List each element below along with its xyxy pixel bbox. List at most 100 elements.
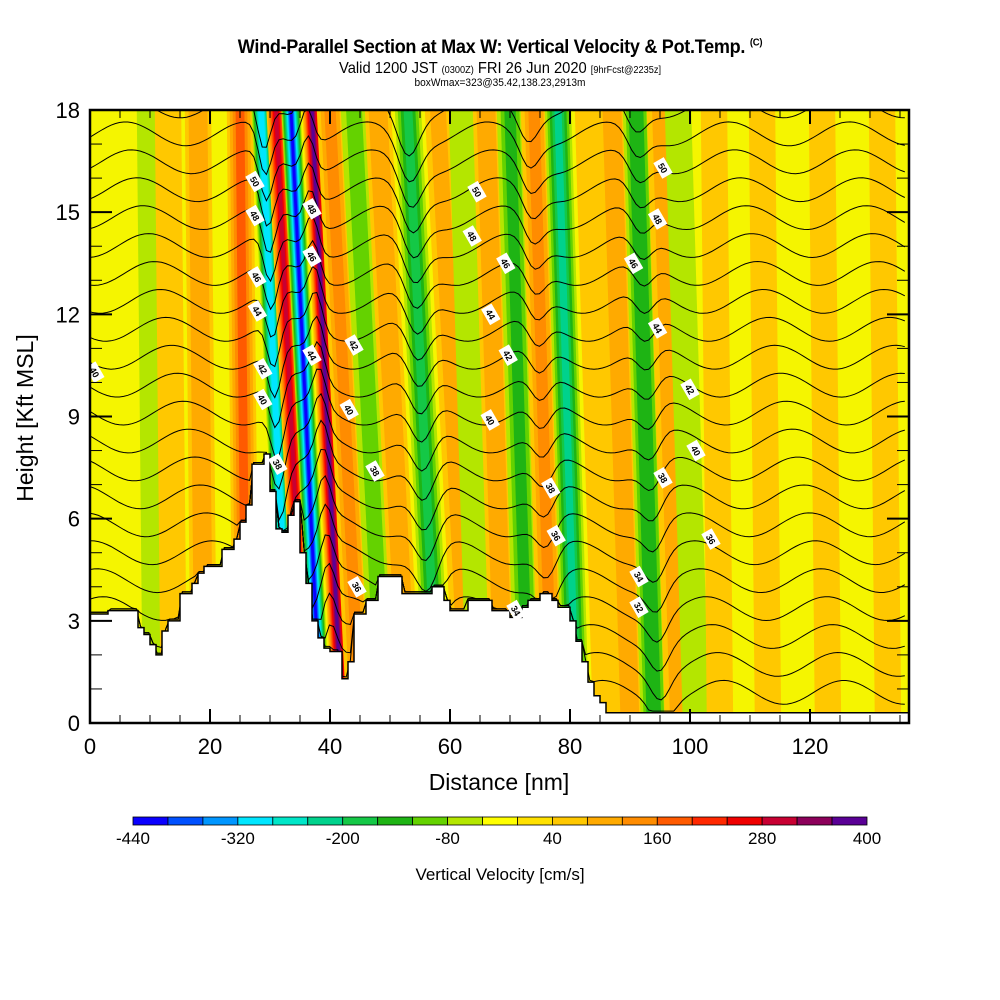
colorbar-segment — [202, 816, 239, 826]
contour-label-bg — [302, 198, 322, 220]
contour-label-bg — [496, 252, 516, 275]
chart-title: Wind-Parallel Section at Max W: Vertical… — [25, 37, 975, 59]
contour-label-text: 48 — [650, 212, 664, 226]
x-tick-label: 40 — [318, 734, 342, 759]
contour-label-bg — [245, 170, 265, 193]
contour-label: 48 — [302, 198, 322, 220]
colorbar-title: Vertical Velocity [cm/s] — [415, 865, 584, 884]
y-tick-labels: 0 3 6 9 12 15 18 — [56, 98, 80, 736]
contour-label: 46 — [623, 252, 644, 275]
contour-label: 40 — [253, 388, 273, 411]
contour-label: 46 — [496, 252, 516, 275]
contour-label-text: 40 — [689, 444, 703, 458]
valid-date: FRI 26 Jun 2020 — [477, 60, 587, 77]
x-axis-title: Distance [nm] — [429, 769, 570, 795]
contour-label-bg — [653, 157, 673, 179]
contour-label: 44 — [481, 303, 501, 326]
contour-label-text: 32 — [632, 601, 646, 615]
valid-prefix: Valid 1200 JST — [339, 60, 438, 77]
velocity-band — [670, 110, 704, 723]
colorbar-segment — [482, 816, 518, 826]
contour-label-bg — [647, 317, 668, 339]
contour-label-text: 46 — [626, 257, 640, 271]
contour-label-bg — [701, 528, 721, 550]
colorbar-tick-label: -440 — [116, 829, 150, 848]
velocity-band — [448, 110, 494, 723]
velocity-band — [403, 110, 443, 723]
colorbar-tick-label: 160 — [643, 829, 671, 848]
contour-label-bg — [247, 300, 268, 322]
contour-label-bg — [686, 439, 706, 462]
contour-label: 34 — [629, 565, 649, 588]
colorbar-segment — [796, 816, 833, 826]
theta-contour-52 — [155, 110, 905, 157]
contour-label: 50 — [467, 180, 487, 203]
theta-contour-42 — [90, 340, 905, 429]
velocity-band — [606, 110, 636, 723]
colorbar-segment — [307, 816, 344, 826]
contour-label-text: 38 — [271, 458, 285, 472]
colorbar-segment — [761, 816, 798, 826]
contour-label-text: 46 — [499, 257, 513, 271]
velocity-band — [310, 110, 344, 723]
theta-contour-49 — [90, 162, 906, 234]
theta-contour-36 — [90, 452, 906, 593]
contour-label-bg — [245, 204, 265, 227]
contour-label-text: 40 — [88, 366, 102, 380]
theta-contour-48 — [90, 190, 906, 259]
contour-label: 38 — [365, 460, 385, 482]
contour-label: 40 — [480, 409, 500, 431]
y-tick-label: 6 — [68, 507, 80, 532]
contour-label-bg — [541, 477, 561, 499]
colorbar-segment — [237, 816, 274, 826]
colorbar — [132, 816, 868, 826]
theta-contour-46 — [90, 239, 906, 311]
contour-label: 42 — [498, 344, 518, 366]
contour-label-bg — [629, 565, 649, 588]
contour-label-text: 50 — [470, 185, 484, 199]
contour-label: 40 — [88, 361, 105, 383]
y-tick-label: 9 — [68, 405, 80, 430]
colorbar-tick-label: 400 — [853, 829, 881, 848]
contour-label-bg — [302, 344, 322, 366]
valid-utc: (0300Z) — [441, 65, 474, 76]
colorbar-segment — [621, 816, 658, 826]
contour-label-text: 42 — [256, 362, 270, 376]
contour-label: 44 — [647, 317, 668, 339]
contour-label-text: 50 — [656, 161, 670, 175]
contour-label: 46 — [302, 245, 322, 268]
theta-contour-47 — [90, 215, 906, 284]
colorbar-tick-label: 280 — [748, 829, 776, 848]
contour-label: 42 — [253, 358, 273, 380]
contour-label: 42 — [680, 378, 700, 401]
theta-contour-labels: 40 50 48 46 44 42 40 38 48 46 44 42 40 38 36 50 48 46 44 42… — [88, 157, 721, 622]
contour-label-bg — [302, 245, 322, 268]
contour-label: 50 — [653, 157, 673, 179]
colorbar-segment — [342, 816, 379, 826]
contour-label-bg — [506, 599, 526, 622]
colorbar-segment — [272, 816, 309, 826]
velocity-band — [748, 110, 782, 723]
theta-contour-45 — [90, 265, 906, 338]
contour-label-bg — [253, 358, 273, 380]
colorbar-segment — [132, 816, 169, 826]
contour-label-text: 38 — [656, 471, 670, 485]
contour-label: 44 — [302, 344, 322, 366]
contour-label-bg — [462, 225, 482, 247]
velocity-band — [346, 110, 392, 723]
contour-label-text: 36 — [704, 533, 718, 547]
contour-label-text: 40 — [256, 393, 270, 407]
colorbar-segment — [586, 816, 623, 826]
contour-label-text: 48 — [248, 209, 262, 223]
contour-label-text: 44 — [484, 308, 498, 322]
contour-label: 38 — [541, 477, 561, 499]
theta-contours — [90, 110, 906, 712]
contour-label-text: 38 — [368, 464, 382, 478]
contour-label: 34 — [506, 599, 526, 622]
velocity-band — [868, 110, 902, 723]
theta-contour-40 — [90, 392, 905, 490]
contour-label: 44 — [247, 300, 268, 322]
colorbar-segment — [447, 816, 483, 826]
colorbar-segment — [726, 816, 763, 826]
